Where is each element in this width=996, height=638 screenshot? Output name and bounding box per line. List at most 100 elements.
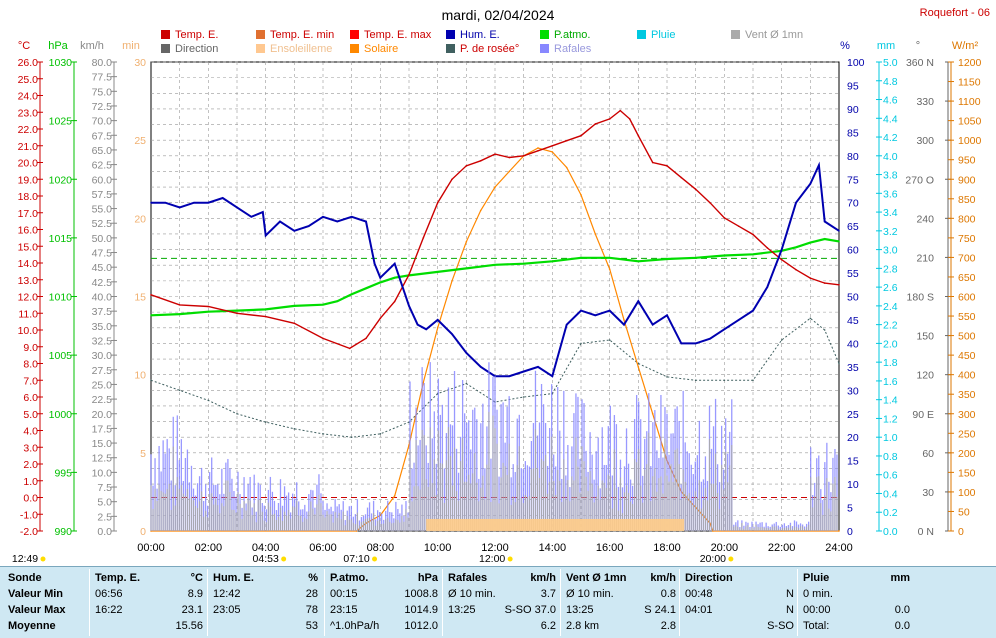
tick-label: 65.0 — [92, 145, 113, 157]
tick-label: 990 — [54, 526, 72, 538]
data-point — [838, 283, 840, 286]
tick-label: 15.0 — [92, 438, 113, 450]
summary-cell: 28 — [305, 588, 318, 600]
tick-label: 30 — [847, 385, 859, 397]
summary-cell: 13:25 — [448, 604, 476, 616]
summary-header: Direction — [685, 572, 794, 588]
data-point — [350, 293, 353, 295]
data-point — [465, 165, 468, 167]
data-point — [451, 333, 453, 335]
summary-cell: Ø 10 min. — [448, 588, 496, 600]
summary-separator — [442, 569, 443, 636]
data-point — [436, 319, 439, 321]
data-point — [623, 319, 625, 321]
summary-header: Hum. E.% — [213, 572, 318, 588]
data-point — [393, 262, 396, 265]
tick-label: 1.2 — [883, 413, 898, 425]
summary-cell: Temp. E. — [95, 572, 141, 584]
data-point — [752, 309, 754, 312]
summary-cell: Valeur Max — [8, 604, 66, 616]
data-point — [465, 267, 468, 270]
data-point — [293, 322, 296, 325]
tick-label: 70.0 — [92, 116, 113, 128]
data-point — [637, 300, 640, 302]
tick-label: 100 — [958, 487, 976, 499]
summary-cell: Valeur Min — [8, 588, 64, 600]
data-point — [494, 186, 496, 188]
summary-cell: 23:15 — [330, 604, 358, 616]
tick-label: 10 — [134, 370, 146, 382]
summary-row: 00:48 N — [685, 588, 794, 604]
data-point — [322, 337, 324, 340]
summary-cell: 0.8 — [660, 588, 676, 600]
data-point — [494, 264, 496, 266]
tick-label: 75.0 — [92, 86, 113, 98]
data-point — [336, 300, 339, 302]
tick-label: 120 — [916, 370, 934, 382]
summary-col-1: Temp. E. °C 06:56 8.9 16:22 23.1 15.56 — [95, 567, 203, 638]
tick-label: 25 — [847, 409, 859, 421]
tick-label: 15 — [134, 292, 146, 304]
data-point — [322, 215, 324, 218]
summary-row: 13:25 S-SO 37.0 — [448, 604, 556, 620]
tick-label: 1150 — [958, 77, 981, 89]
data-point — [178, 389, 181, 392]
data-point — [293, 230, 296, 232]
summary-cell: 16:22 — [95, 604, 123, 616]
data-point — [262, 211, 264, 213]
legend-label: Ensoleilleme — [270, 43, 332, 55]
summary-separator — [207, 569, 208, 636]
sun-event-label: 12:00 — [479, 553, 505, 565]
weather-chart: Temp. E. Temp. E. min Temp. E. max Hum. E. P… — [12, 7, 990, 565]
summary-row: 23:15 1014.9 — [330, 604, 438, 620]
data-point — [522, 262, 525, 265]
tick-label: 57.5 — [92, 189, 113, 201]
tick-label: 8.0 — [23, 359, 38, 371]
tick-label: 900 — [958, 174, 976, 186]
data-point — [580, 342, 582, 345]
tick-label: 0.2 — [883, 507, 898, 519]
data-point — [666, 314, 668, 317]
tick-label: 180 S — [907, 292, 934, 304]
tick-label: 30 — [922, 487, 934, 499]
data-point — [293, 428, 296, 430]
tick-label: 75 — [847, 174, 859, 186]
summary-row: 00:15 1008.8 — [330, 588, 438, 604]
data-point — [737, 319, 740, 321]
data-point — [809, 183, 812, 185]
summary-row: 16:22 23.1 — [95, 604, 203, 620]
summary-row: 23:05 78 — [213, 604, 318, 620]
tick-label: 5 — [847, 503, 853, 515]
summary-row: 0 min. — [803, 588, 910, 604]
legend-label: Direction — [175, 43, 218, 55]
data-point — [608, 268, 611, 270]
tick-label: 21.0 — [18, 141, 39, 153]
tick-label: 0.0 — [883, 526, 898, 538]
summary-cell: 3.7 — [540, 588, 556, 600]
data-point — [537, 366, 539, 368]
tick-label: 90 E — [912, 409, 934, 421]
tick-label: 20 — [134, 213, 146, 225]
tick-label: 450 — [958, 350, 976, 362]
tick-label: 18.0 — [18, 191, 39, 203]
tick-label: 600 — [958, 292, 976, 304]
summary-separator — [679, 569, 680, 636]
data-point — [451, 178, 453, 181]
legend-swatch — [446, 44, 455, 53]
data-point — [236, 412, 238, 415]
data-point — [823, 238, 826, 240]
data-point — [348, 347, 351, 350]
tick-label: 240 — [916, 213, 934, 225]
summary-cell: Pluie — [803, 572, 830, 584]
sun-icon — [507, 556, 513, 562]
data-point — [322, 303, 324, 306]
data-point — [780, 248, 783, 251]
tick-label: 3.2 — [883, 226, 898, 238]
legend-swatch — [540, 30, 549, 39]
axis-unit: % — [840, 40, 850, 52]
data-point — [580, 194, 582, 196]
data-point — [508, 156, 511, 159]
summary-cell: Total: — [803, 620, 830, 632]
data-point — [780, 258, 783, 261]
data-point — [425, 328, 428, 331]
